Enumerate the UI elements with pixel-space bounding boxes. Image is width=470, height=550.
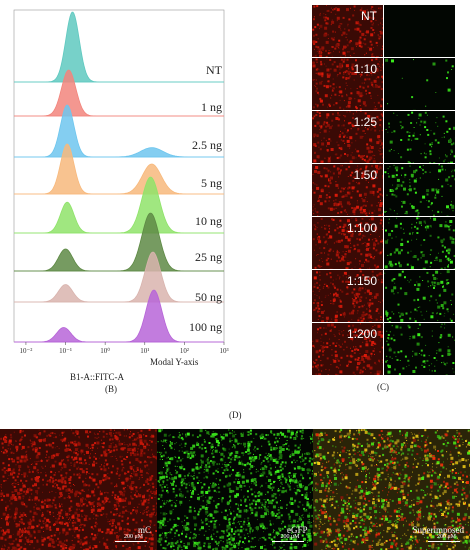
histogram-50-ng (14, 251, 224, 303)
histogram-25-ng (14, 212, 224, 272)
x-tick-label: 10¹ (140, 347, 150, 355)
egfp-image (384, 58, 455, 110)
channel-label: eGFP (286, 525, 308, 535)
mcherry-image: 1:150 (312, 270, 383, 322)
mcherry-image: 1:200 (312, 323, 383, 375)
scale-bar (271, 541, 304, 542)
dilution-label: 1:10 (353, 62, 377, 76)
x-tick-label: 10³ (219, 347, 229, 355)
series-label: 5 ng (201, 176, 222, 190)
mcherry-image: 1:100 (312, 217, 383, 269)
strip-image: eGFP 200 μM (156, 429, 314, 550)
series-label: NT (206, 63, 222, 77)
scale-bar (428, 541, 460, 542)
egfp-image (384, 270, 455, 322)
x-tick-label: 10⁻¹ (59, 347, 72, 355)
egfp-image (384, 217, 455, 269)
mcherry-image: 1:10 (312, 58, 383, 110)
dilution-label: NT (361, 9, 377, 23)
series-label: 100 ng (189, 320, 222, 334)
channel-label: Superimposed (412, 525, 465, 535)
panel-b-letter: (B) (105, 384, 117, 394)
scale-label: 200 μM (436, 534, 456, 540)
panel-c-letter: (C) (377, 382, 389, 392)
dilution-label: 1:25 (353, 115, 377, 129)
panel-d-letter: (D) (229, 410, 242, 420)
channel-label: mC (137, 525, 151, 535)
plot-frame (13, 9, 225, 343)
dilution-label: 1:200 (346, 327, 377, 341)
series-label: 1 ng (201, 100, 222, 114)
strip-image: mC 200 μM (0, 429, 157, 550)
x-tick-label: 10⁻² (19, 347, 33, 355)
y-axis-label: Modal Y-axis (150, 357, 199, 367)
series-label: 2.5 ng (192, 138, 222, 152)
histogram-10-ng (14, 176, 224, 234)
histogram-nt (14, 11, 224, 83)
scale-bar (115, 541, 147, 542)
egfp-image (384, 111, 455, 163)
mcherry-image: NT (312, 5, 383, 57)
egfp-image (384, 164, 455, 216)
scale-label: 200 μM (280, 534, 300, 540)
dilution-label: 1:150 (346, 274, 377, 288)
egfp-image (384, 5, 455, 57)
x-axis-label: B1-A::FITC-A (70, 372, 124, 382)
scale-label: 200 μM (123, 534, 143, 540)
x-tick-label: 10² (179, 347, 189, 355)
mcherry-image: 1:25 (312, 111, 383, 163)
mcherry-image: 1:50 (312, 164, 383, 216)
strip-image: Superimposed 200 μM (313, 429, 470, 550)
series-label: 25 ng (195, 250, 222, 264)
series-label: 10 ng (195, 214, 222, 228)
dilution-label: 1:100 (346, 221, 377, 235)
dilution-label: 1:50 (353, 168, 377, 182)
histogram-1-ng (14, 69, 224, 117)
egfp-image (384, 323, 455, 375)
series-label: 50 ng (195, 290, 222, 304)
x-tick-label: 10⁰ (100, 347, 111, 355)
